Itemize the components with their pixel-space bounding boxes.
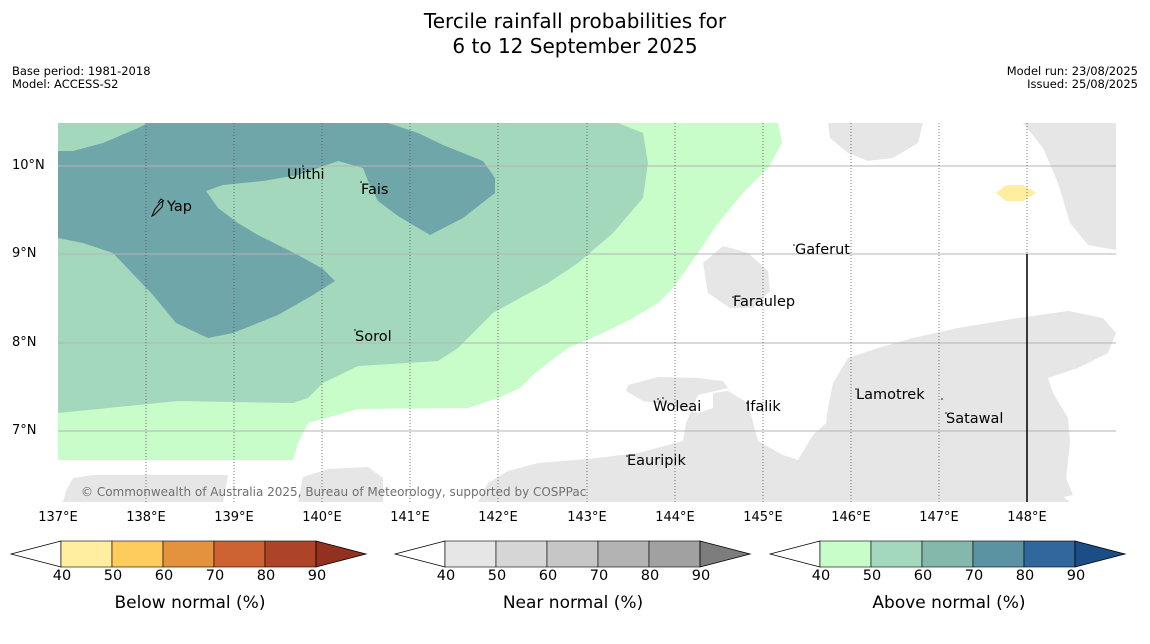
place-fais: Fais: [361, 182, 389, 198]
yap-island-outline: [151, 199, 164, 218]
lon-label-145e: 145°E: [743, 510, 783, 525]
colorbar-box-4: [597, 540, 650, 568]
lon-label-137e: 137°E: [38, 510, 78, 525]
tick-near-40: 40: [436, 568, 456, 584]
lat-label-9n: 9°N: [12, 246, 37, 261]
place-ulithi: Ulithi: [287, 167, 325, 183]
place-woleai: Woleai: [653, 399, 702, 415]
lon-label-141e: 141°E: [390, 510, 430, 525]
model-run: Model run: 23/08/2025: [1006, 64, 1138, 78]
colorbar-box-2: [495, 540, 548, 568]
place-eauripik: Eauripik: [627, 453, 686, 469]
colorbar-box-1: [444, 540, 497, 568]
tick-below-90: 90: [307, 568, 327, 584]
colorbar-box-3: [162, 540, 215, 568]
colorbar-over-triangle: [1074, 540, 1127, 568]
colorbar-label-near: Near normal (%): [502, 593, 644, 613]
place-faraulep: Faraulep: [733, 294, 796, 310]
title-line-2: 6 to 12 September 2025: [452, 34, 698, 58]
copyright-notice: © Commonwealth of Australia 2025, Bureau…: [81, 485, 587, 499]
tick-above-90: 90: [1066, 568, 1086, 584]
colorbar-near-normal: [394, 540, 752, 568]
lon-label-146e: 146°E: [831, 510, 871, 525]
lon-label-138e: 138°E: [126, 510, 166, 525]
tick-above-60: 60: [913, 568, 933, 584]
tick-above-70: 70: [964, 568, 984, 584]
lat-label-10n: 10°N: [12, 158, 45, 173]
tick-below-50: 50: [103, 568, 123, 584]
issued-date: Issued: 25/08/2025: [1027, 77, 1138, 91]
colorbar-label-below: Below normal (%): [114, 593, 266, 613]
colorbar-box-3: [546, 540, 599, 568]
place-ifalik: Ifalik: [746, 399, 781, 415]
lon-label-147e: 147°E: [919, 510, 959, 525]
base-period: Base period: 1981-2018: [12, 64, 151, 78]
colorbar-box-5: [648, 540, 701, 568]
colorbar-box-3: [921, 540, 974, 568]
near-normal-regions: [63, 123, 1116, 502]
below-normal-40-region: [996, 185, 1036, 201]
place-gaferut: Gaferut: [795, 242, 850, 258]
tick-below-40: 40: [52, 568, 72, 584]
lon-label-139e: 139°E: [214, 510, 254, 525]
tick-above-40: 40: [811, 568, 831, 584]
place-sorol: Sorol: [355, 329, 392, 345]
colorbar-over-triangle: [699, 540, 752, 568]
tick-near-80: 80: [640, 568, 660, 584]
colorbar-box-1: [819, 540, 872, 568]
tick-near-60: 60: [538, 568, 558, 584]
colorbar-under-triangle: [394, 540, 446, 568]
tick-below-70: 70: [205, 568, 225, 584]
model-name: Model: ACCESS-S2: [12, 77, 119, 91]
colorbar-over-triangle: [315, 540, 368, 568]
lon-label-142e: 142°E: [478, 510, 518, 525]
colorbar-box-2: [111, 540, 164, 568]
colorbar-above-normal: [769, 540, 1127, 568]
colorbar-below-normal: [10, 540, 368, 568]
colorbar-label-above: Above normal (%): [872, 593, 1026, 613]
meta-left: Base period: 1981-2018 Model: ACCESS-S2: [12, 65, 151, 91]
place-yap: Yap: [167, 199, 192, 215]
colorbar-under-triangle: [10, 540, 62, 568]
colorbar-box-5: [1023, 540, 1076, 568]
colorbar-box-4: [972, 540, 1025, 568]
tick-below-80: 80: [256, 568, 276, 584]
tick-near-90: 90: [691, 568, 711, 584]
island-dots: [302, 165, 947, 457]
colorbar-under-triangle: [769, 540, 821, 568]
above-normal-60-region: [58, 123, 495, 338]
lon-label-143e: 143°E: [567, 510, 607, 525]
map-title: Tercile rainfall probabilities for 6 to …: [0, 9, 1150, 59]
lon-label-148e: 148°E: [1007, 510, 1047, 525]
colorbar-box-5: [264, 540, 317, 568]
lat-label-7n: 7°N: [12, 423, 37, 438]
tick-below-60: 60: [154, 568, 174, 584]
lon-label-144e: 144°E: [655, 510, 695, 525]
tick-near-70: 70: [589, 568, 609, 584]
colorbar-box-1: [60, 540, 113, 568]
colorbar-box-2: [870, 540, 923, 568]
place-satawal: Satawal: [946, 411, 1004, 427]
place-lamotrek: Lamotrek: [856, 387, 925, 403]
meta-right: Model run: 23/08/2025 Issued: 25/08/2025: [1007, 65, 1138, 91]
lon-label-140e: 140°E: [302, 510, 342, 525]
tick-above-50: 50: [862, 568, 882, 584]
lat-label-8n: 8°N: [12, 335, 37, 350]
title-line-1: Tercile rainfall probabilities for: [423, 9, 727, 33]
colorbar-box-4: [213, 540, 266, 568]
map-canvas: [58, 123, 1116, 502]
tick-near-50: 50: [487, 568, 507, 584]
tick-above-80: 80: [1015, 568, 1035, 584]
